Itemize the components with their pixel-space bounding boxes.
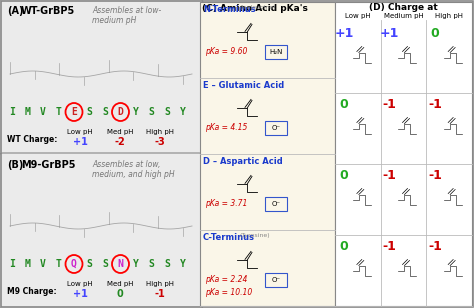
Text: High pH: High pH [435, 13, 463, 19]
FancyBboxPatch shape [0, 0, 203, 157]
Text: S: S [164, 107, 170, 117]
Text: Y: Y [133, 107, 139, 117]
Text: 0: 0 [431, 27, 439, 40]
Text: -1: -1 [383, 169, 396, 182]
Text: pKa = 4.15: pKa = 4.15 [205, 123, 247, 132]
Text: S: S [148, 259, 155, 269]
Text: WT-GrBP5: WT-GrBP5 [21, 6, 75, 16]
Text: Med pH: Med pH [107, 281, 133, 287]
Text: +1: +1 [73, 137, 87, 147]
Bar [265, 197, 287, 211]
Text: pKa = 3.71: pKa = 3.71 [205, 199, 247, 208]
Text: Low pH: Low pH [67, 129, 93, 135]
Text: O⁻: O⁻ [272, 201, 281, 207]
Bar [265, 273, 287, 287]
Text: N-Terminus: N-Terminus [203, 5, 255, 14]
Text: M9 Charge:: M9 Charge: [7, 287, 56, 297]
Text: T: T [55, 107, 62, 117]
Text: S: S [164, 259, 170, 269]
Text: -1: -1 [428, 98, 442, 111]
Text: -1: -1 [428, 169, 442, 182]
Text: (Tyrosine): (Tyrosine) [240, 233, 271, 238]
Text: Y: Y [180, 107, 185, 117]
Text: Y: Y [180, 259, 185, 269]
Text: 0: 0 [339, 98, 348, 111]
Text: Medium pH: Medium pH [383, 13, 423, 19]
Text: 0: 0 [117, 289, 123, 299]
Text: M: M [25, 107, 30, 117]
Text: 0: 0 [339, 169, 348, 182]
Text: High pH: High pH [146, 281, 174, 287]
FancyBboxPatch shape [0, 153, 203, 308]
Text: pKa = 10.10: pKa = 10.10 [205, 288, 252, 297]
Text: -3: -3 [155, 137, 165, 147]
Text: (B): (B) [7, 160, 23, 170]
Text: M: M [25, 259, 30, 269]
Text: S: S [102, 107, 108, 117]
Text: M9-GrBP5: M9-GrBP5 [21, 160, 75, 170]
Text: O⁻: O⁻ [272, 277, 281, 283]
Bar [335, 2, 472, 306]
Text: Low pH: Low pH [67, 281, 93, 287]
Text: N: N [118, 259, 123, 269]
Text: Assembles at low-
medium pH: Assembles at low- medium pH [92, 6, 161, 25]
Text: V: V [40, 107, 46, 117]
Text: T: T [55, 259, 62, 269]
Text: -1: -1 [155, 289, 165, 299]
Text: S: S [102, 259, 108, 269]
Text: (D) Charge at: (D) Charge at [369, 3, 438, 12]
Text: I: I [9, 259, 15, 269]
Bar [200, 2, 335, 306]
Text: Q: Q [71, 259, 77, 269]
Text: +1: +1 [73, 289, 87, 299]
Text: D: D [118, 107, 123, 117]
Text: High pH: High pH [146, 129, 174, 135]
Text: (C) Amino Acid pKa's: (C) Amino Acid pKa's [202, 4, 308, 13]
Text: 0: 0 [339, 240, 348, 253]
Bar [265, 45, 287, 59]
Text: E – Glutamic Acid: E – Glutamic Acid [203, 81, 284, 90]
Text: pKa = 9.60: pKa = 9.60 [205, 47, 247, 56]
Text: Assembles at low,
medium, and high pH: Assembles at low, medium, and high pH [92, 160, 174, 179]
Text: pKa = 2.24: pKa = 2.24 [205, 275, 247, 284]
Text: (A): (A) [7, 6, 24, 16]
Text: Med pH: Med pH [107, 129, 133, 135]
Text: -1: -1 [383, 240, 396, 253]
Text: E: E [71, 107, 77, 117]
Text: -1: -1 [383, 98, 396, 111]
Text: Y: Y [133, 259, 139, 269]
Text: I: I [9, 107, 15, 117]
Text: WT Charge:: WT Charge: [7, 136, 57, 144]
Text: (Isoleucine): (Isoleucine) [240, 5, 276, 10]
Text: -1: -1 [428, 240, 442, 253]
Text: +1: +1 [334, 27, 354, 40]
Text: V: V [40, 259, 46, 269]
Text: H₂N: H₂N [269, 49, 283, 55]
Text: Low pH: Low pH [345, 13, 371, 19]
Text: S: S [87, 107, 92, 117]
Text: +1: +1 [380, 27, 399, 40]
Text: O⁻: O⁻ [272, 125, 281, 131]
Text: C-Terminus: C-Terminus [203, 233, 255, 242]
Text: D – Aspartic Acid: D – Aspartic Acid [203, 157, 283, 166]
Text: S: S [87, 259, 92, 269]
Bar [265, 121, 287, 135]
Text: -2: -2 [115, 137, 126, 147]
Text: S: S [148, 107, 155, 117]
